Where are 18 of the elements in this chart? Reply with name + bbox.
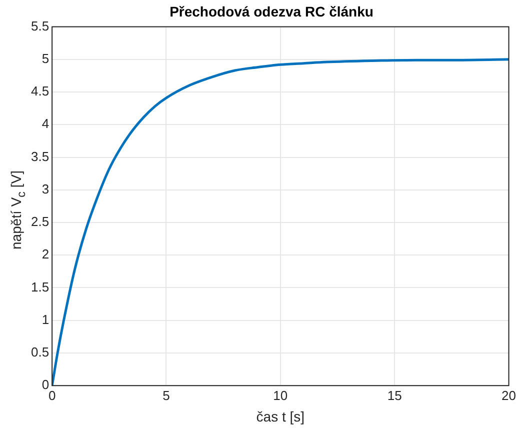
y-tick-label: 0: [42, 377, 50, 392]
x-tick-label: 10: [273, 388, 288, 403]
y-tick-label: 2.5: [30, 214, 50, 230]
y-tick-label: 1.5: [30, 279, 50, 294]
chart-title: Přechodová odezva RC článku: [170, 3, 374, 20]
y-tick-label: 3: [42, 181, 50, 196]
x-tick-label: 5: [162, 388, 170, 403]
y-tick-label: 4: [42, 116, 50, 132]
y-tick-label: 0.5: [30, 344, 50, 360]
y-tick-label: 1: [42, 312, 50, 327]
y-tick-label: 5: [42, 50, 50, 66]
y-tick-label: 4.5: [30, 84, 50, 99]
x-tick-label: 20: [502, 388, 516, 403]
y-tick-label: 2: [42, 246, 50, 262]
x-axis-title: čas t [s]: [256, 408, 305, 424]
y-tick-label: 5.5: [30, 18, 50, 34]
x-tick-label: 15: [387, 388, 402, 403]
y-tick-label: 3.5: [30, 148, 50, 164]
